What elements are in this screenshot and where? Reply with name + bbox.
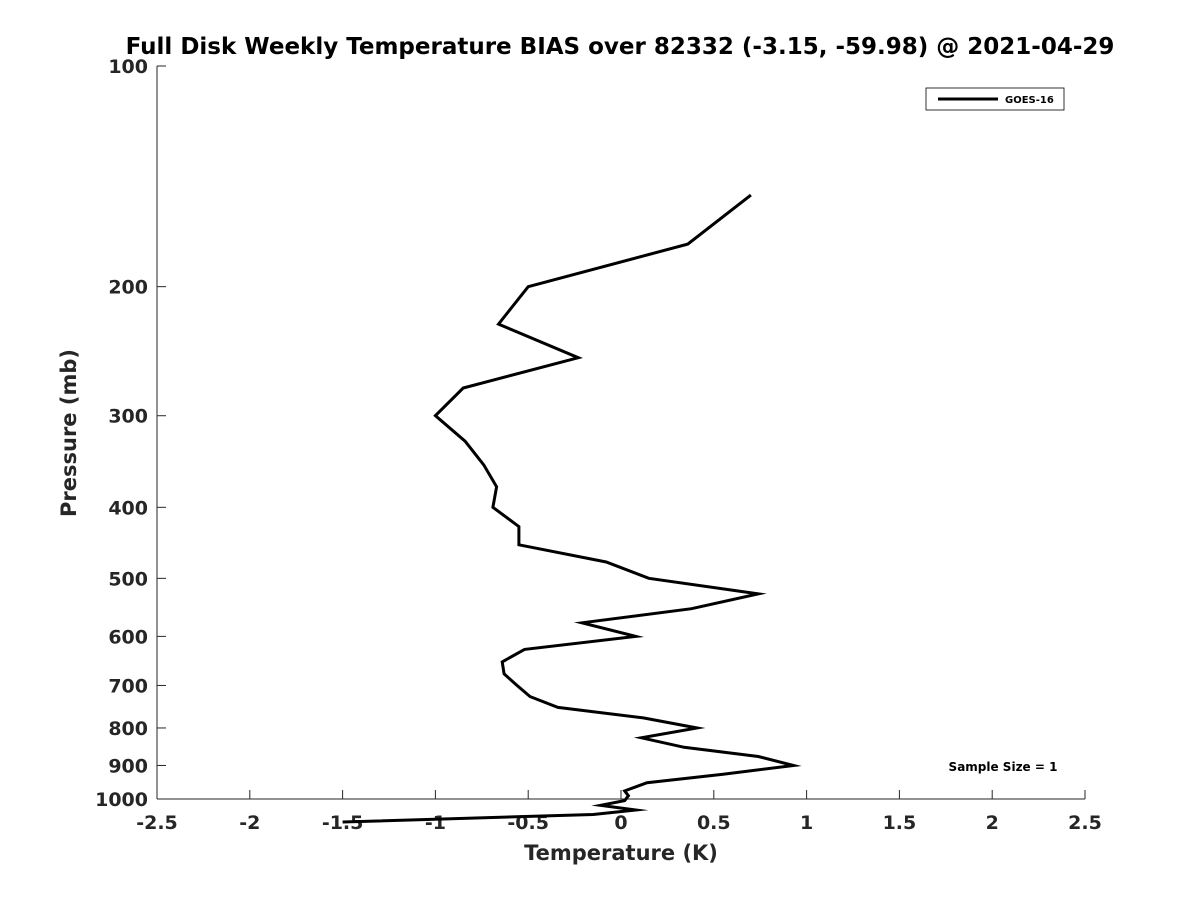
x-tick-label: -1 (425, 812, 446, 834)
legend-label-goes-16: GOES-16 (1005, 95, 1054, 106)
sample-size-annotation: Sample Size = 1 (949, 760, 1058, 774)
y-tick-label: 300 (108, 406, 148, 428)
x-tick-label: 0.5 (697, 812, 731, 834)
legend: GOES-16 (925, 87, 1065, 111)
y-tick-label: 500 (108, 568, 148, 590)
x-axis-label: Temperature (K) (524, 841, 718, 865)
y-axis-label: Pressure (mb) (57, 349, 81, 517)
y-tick-label: 200 (108, 277, 148, 299)
x-tick-label: 2.5 (1068, 812, 1102, 834)
y-ticks: 100 200 300 400 500 600 700 800 900 1000 (95, 56, 166, 811)
x-tick-label: 2 (986, 812, 999, 834)
x-tick-label: 1.5 (883, 812, 917, 834)
series-line-goes-16 (342, 193, 802, 824)
x-tick-label: -1.5 (322, 812, 364, 834)
y-tick-label: 100 (108, 56, 148, 78)
x-ticks: -2.5 -2 -1.5 -1 -0.5 0 0.5 1 1.5 2 2.5 (136, 790, 1102, 834)
plot-area (157, 66, 1085, 799)
y-tick-label: 900 (108, 755, 148, 777)
x-tick-label: -2 (239, 812, 260, 834)
x-tick-label: -2.5 (136, 812, 178, 834)
series-layer (342, 193, 802, 824)
y-tick-label: 400 (108, 497, 148, 519)
chart-title: Full Disk Weekly Temperature BIAS over 8… (126, 34, 1115, 60)
x-tick-label: 1 (800, 812, 813, 834)
y-tick-label: 800 (108, 718, 148, 740)
y-tick-label: 1000 (95, 789, 148, 811)
y-tick-label: 700 (108, 675, 148, 697)
x-tick-label: 0 (614, 812, 627, 834)
y-tick-label: 600 (108, 626, 148, 648)
